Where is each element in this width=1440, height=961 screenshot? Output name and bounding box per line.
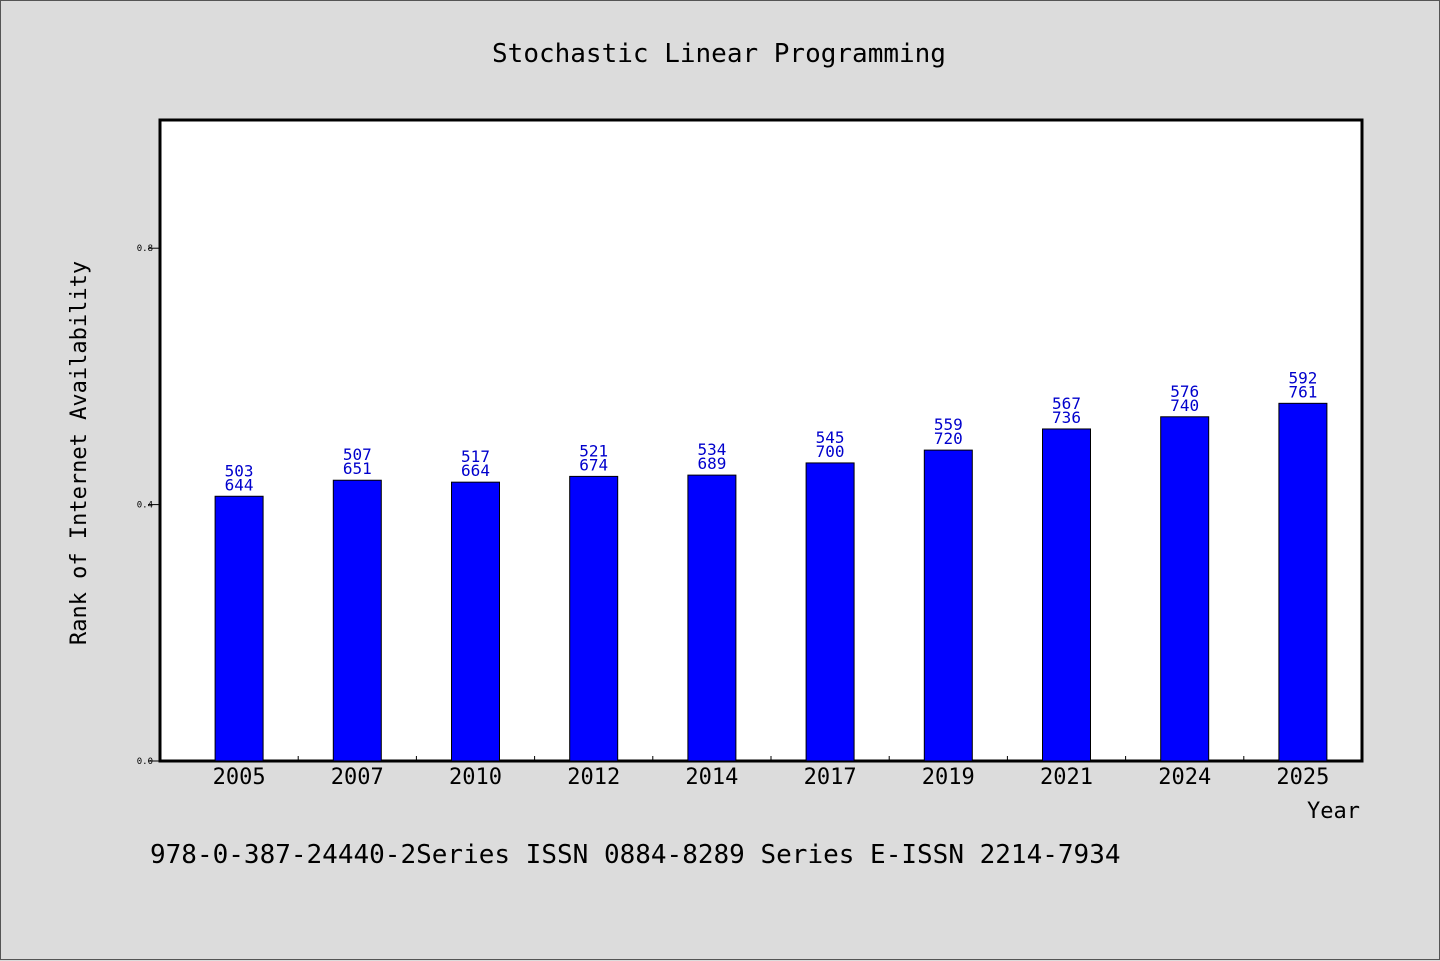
bar-label-bottom: 700 bbox=[816, 442, 845, 461]
bar-label-top: 545 bbox=[816, 428, 845, 447]
bar-label-bottom: 651 bbox=[343, 459, 372, 478]
bar-label-bottom: 664 bbox=[461, 461, 490, 480]
bar-label-top: 534 bbox=[697, 440, 726, 459]
bar-2010 bbox=[451, 481, 500, 762]
y-tick-label: 0.8 bbox=[137, 244, 153, 254]
x-tick-label: 2010 bbox=[449, 765, 502, 790]
bar-label-bottom: 674 bbox=[579, 455, 608, 474]
y-axis-label: Rank of Internet Availability bbox=[67, 261, 92, 645]
x-tick-label: 2024 bbox=[1158, 765, 1211, 790]
bar-series bbox=[214, 402, 1328, 762]
bar-label-top: 592 bbox=[1288, 368, 1317, 387]
bar-2014 bbox=[687, 474, 737, 762]
bar-label-top: 517 bbox=[461, 447, 490, 466]
bar-label-bottom: 736 bbox=[1052, 408, 1081, 427]
bar-label-bottom: 761 bbox=[1288, 382, 1317, 401]
bar-2012 bbox=[569, 475, 619, 762]
bar-label-bottom: 720 bbox=[934, 429, 963, 448]
x-tick-label: 2017 bbox=[804, 765, 857, 790]
bar-2007 bbox=[332, 479, 382, 762]
chart-title: Stochastic Linear Programming bbox=[492, 39, 946, 69]
bar-2005 bbox=[214, 495, 264, 762]
y-axis: 0.0 0.4 0.8 bbox=[137, 244, 160, 767]
x-tick-label: 2007 bbox=[331, 765, 384, 790]
bar-labels: 5036445076515176645216745346895457005597… bbox=[225, 368, 1318, 494]
y-tick-label: 0.0 bbox=[137, 757, 153, 767]
x-tick-label: 2021 bbox=[1040, 765, 1093, 790]
x-axis: 2005 2007 2010 2012 2014 2017 2019 2021 2024 2025 bbox=[213, 756, 1329, 790]
bar-label-top: 507 bbox=[343, 445, 372, 464]
bar-2025 bbox=[1278, 402, 1328, 762]
bar-label-top: 503 bbox=[225, 461, 254, 480]
x-tick-label: 2014 bbox=[685, 765, 738, 790]
bar-2019 bbox=[923, 449, 973, 762]
x-axis-label: Year bbox=[1307, 799, 1360, 824]
bar-label-bottom: 644 bbox=[225, 475, 254, 494]
bar-label-top: 567 bbox=[1052, 394, 1081, 413]
bar-label-top: 576 bbox=[1170, 382, 1199, 401]
footer-text: 978-0-387-24440-2Series ISSN 0884-8289 S… bbox=[150, 840, 1121, 870]
x-tick-label: 2025 bbox=[1276, 765, 1329, 790]
bar-label-bottom: 740 bbox=[1170, 396, 1199, 415]
bar-label-top: 559 bbox=[934, 415, 963, 434]
y-tick-label: 0.4 bbox=[137, 501, 153, 511]
x-tick-label: 2012 bbox=[567, 765, 620, 790]
bar-label-top: 521 bbox=[579, 441, 608, 460]
bar-label-bottom: 689 bbox=[697, 454, 726, 473]
bar-2024 bbox=[1160, 416, 1210, 762]
x-tick-label: 2005 bbox=[213, 765, 266, 790]
x-tick-label: 2019 bbox=[922, 765, 975, 790]
bar-2021 bbox=[1042, 428, 1091, 762]
bar-2017 bbox=[805, 462, 855, 762]
